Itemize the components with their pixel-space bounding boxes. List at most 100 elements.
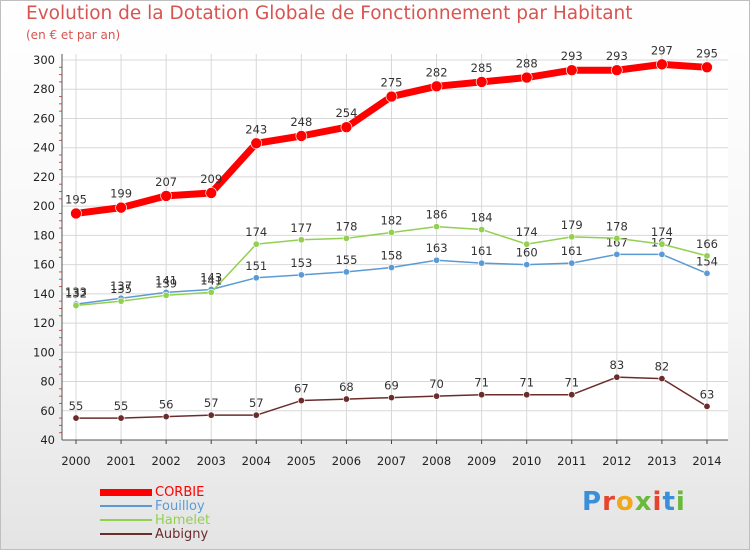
- data-point-fouilloy: [703, 269, 711, 277]
- data-point-hamelet: [297, 236, 305, 244]
- y-tick-label: 280: [33, 82, 55, 96]
- data-point-aubigny: [658, 375, 666, 383]
- data-label-aubigny: 68: [339, 380, 354, 394]
- data-point-corbie: [385, 90, 398, 103]
- data-label-aubigny: 57: [249, 396, 264, 410]
- data-label-aubigny: 57: [204, 396, 219, 410]
- data-label-hamelet: 132: [65, 287, 87, 301]
- data-label-aubigny: 55: [69, 399, 84, 413]
- data-label-fouilloy: 141: [155, 273, 177, 287]
- data-point-fouilloy: [658, 250, 666, 258]
- data-label-corbie: 285: [471, 61, 493, 75]
- data-point-corbie: [520, 71, 533, 84]
- data-point-fouilloy: [387, 264, 395, 272]
- data-point-aubigny: [703, 402, 711, 410]
- data-label-corbie: 254: [335, 106, 357, 120]
- data-point-corbie: [701, 61, 713, 74]
- data-point-aubigny: [613, 373, 621, 381]
- data-point-corbie: [70, 207, 82, 220]
- data-label-hamelet: 174: [245, 225, 267, 239]
- chart-title: Evolution de la Dotation Globale de Fonc…: [26, 3, 633, 24]
- legend-label-hamelet: Hamelet: [155, 513, 211, 528]
- data-label-fouilloy: 154: [696, 254, 718, 268]
- y-tick-label: 260: [33, 111, 55, 125]
- data-label-hamelet: 139: [155, 276, 177, 290]
- data-point-aubigny: [523, 391, 531, 399]
- data-point-hamelet: [117, 297, 125, 305]
- legend-swatch-aubigny: [100, 533, 152, 535]
- data-point-corbie: [430, 80, 443, 93]
- x-tick-label: 2006: [332, 454, 361, 468]
- data-label-aubigny: 71: [474, 376, 489, 390]
- logo-letter: i: [675, 487, 686, 517]
- data-point-fouilloy: [523, 261, 531, 269]
- data-label-hamelet: 174: [516, 225, 538, 239]
- x-tick-label: 2004: [242, 454, 271, 468]
- data-point-hamelet: [478, 226, 486, 234]
- data-label-fouilloy: 160: [516, 246, 538, 260]
- data-label-corbie: 195: [65, 192, 87, 206]
- data-label-hamelet: 174: [651, 225, 673, 239]
- data-point-aubigny: [72, 414, 80, 422]
- chart-subtitle: (en € et par an): [26, 28, 121, 42]
- data-point-corbie: [340, 121, 353, 134]
- y-tick-label: 200: [33, 199, 55, 213]
- data-label-hamelet: 178: [335, 219, 357, 233]
- data-point-fouilloy: [297, 271, 305, 279]
- data-label-corbie: 209: [200, 172, 222, 186]
- data-label-corbie: 199: [110, 187, 132, 201]
- data-label-fouilloy: 158: [381, 249, 403, 263]
- y-tick-label: 40: [40, 433, 55, 447]
- legend-swatch-fouilloy: [100, 505, 152, 507]
- data-label-corbie: 275: [381, 76, 403, 90]
- data-label-hamelet: 141: [200, 273, 222, 287]
- data-point-aubigny: [162, 413, 170, 421]
- x-tick-label: 2000: [61, 454, 90, 468]
- y-tick-label: 160: [33, 258, 55, 272]
- logo-letter: o: [615, 487, 635, 517]
- data-point-fouilloy: [252, 274, 260, 282]
- data-point-corbie: [205, 187, 218, 199]
- data-point-hamelet: [252, 240, 260, 248]
- data-point-hamelet: [703, 252, 711, 260]
- data-point-aubigny: [478, 391, 486, 399]
- x-tick-label: 2001: [106, 454, 135, 468]
- data-label-hamelet: 178: [606, 219, 628, 233]
- data-label-corbie: 293: [606, 49, 628, 63]
- x-tick-label: 2010: [512, 454, 541, 468]
- data-label-aubigny: 63: [700, 387, 715, 401]
- data-point-hamelet: [72, 302, 80, 310]
- data-label-fouilloy: 155: [335, 253, 357, 267]
- y-tick-label: 120: [33, 316, 55, 330]
- data-point-aubigny: [433, 392, 441, 400]
- data-label-corbie: 297: [651, 43, 673, 57]
- data-label-hamelet: 186: [426, 208, 448, 222]
- data-point-aubigny: [342, 395, 350, 403]
- logo-letter: P: [582, 487, 603, 517]
- data-label-corbie: 282: [426, 65, 448, 79]
- legend-item-corbie: CORBIE: [100, 485, 320, 500]
- data-label-hamelet: 182: [381, 213, 403, 227]
- data-label-aubigny: 70: [429, 377, 444, 391]
- y-tick-label: 140: [33, 287, 55, 301]
- y-tick-label: 220: [33, 170, 55, 184]
- x-tick-label: 2011: [557, 454, 586, 468]
- y-tick-label: 80: [40, 375, 55, 389]
- data-point-fouilloy: [613, 250, 621, 258]
- logo-letter: t: [662, 487, 676, 517]
- data-label-fouilloy: 143: [200, 270, 222, 284]
- logo-letter: x: [634, 487, 653, 517]
- data-point-hamelet: [658, 240, 666, 248]
- data-point-corbie: [295, 130, 308, 142]
- x-tick-label: 2012: [602, 454, 631, 468]
- data-label-aubigny: 56: [159, 398, 174, 412]
- y-tick-label: 60: [40, 404, 55, 418]
- data-label-corbie: 293: [561, 49, 583, 63]
- data-point-corbie: [250, 137, 263, 150]
- data-point-hamelet: [568, 233, 576, 241]
- x-tick-label: 2008: [422, 454, 451, 468]
- legend-label-fouilloy: Fouilloy: [155, 499, 205, 514]
- y-tick-label: 100: [33, 345, 55, 359]
- data-label-corbie: 207: [155, 175, 177, 189]
